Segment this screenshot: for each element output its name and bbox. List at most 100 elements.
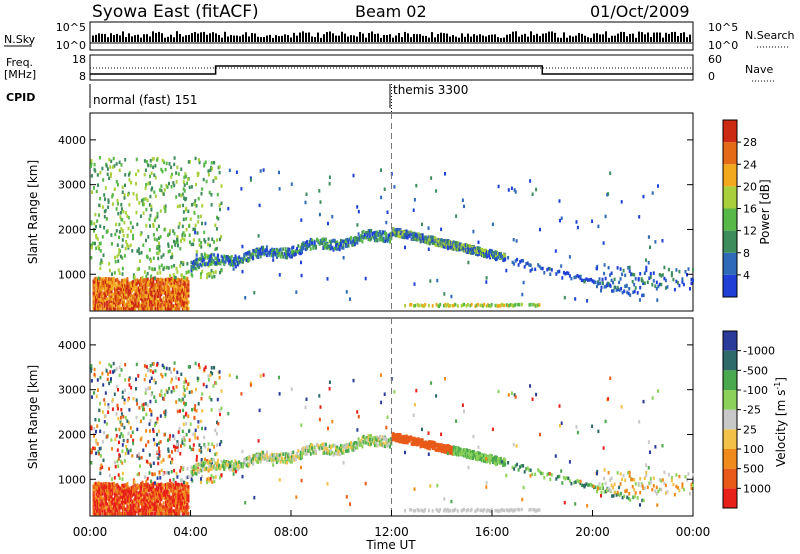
velocity-cell	[98, 483, 101, 488]
velocity-cell	[94, 511, 97, 516]
power-cell	[97, 285, 99, 289]
power-cell	[166, 306, 168, 311]
velocity-cell	[157, 511, 159, 516]
velocity-cell	[376, 438, 379, 443]
velocity-cell	[158, 490, 161, 494]
nsky-bar	[128, 33, 130, 42]
power-cell	[437, 240, 440, 244]
velocity-cell	[337, 452, 340, 456]
nsky-bar	[269, 34, 271, 42]
velocity-cell	[121, 489, 124, 493]
velocity-cell	[157, 493, 159, 498]
power-cell	[150, 171, 153, 175]
power-cell	[431, 241, 434, 246]
velocity-cell	[118, 488, 121, 493]
power-cell	[137, 291, 140, 295]
velocity-cell	[150, 479, 153, 483]
velocity-cell	[185, 494, 188, 499]
velocity-cell	[184, 489, 187, 493]
power-cell	[294, 249, 297, 253]
power-cell	[648, 276, 651, 280]
velocity-cell	[206, 467, 209, 471]
power-cell	[175, 240, 177, 244]
velocity-cell	[181, 504, 184, 508]
velocity-cell	[150, 508, 153, 513]
power-cell	[110, 277, 113, 281]
power-cell	[327, 245, 330, 249]
nsky-bar	[170, 34, 172, 42]
power-cell	[361, 235, 364, 239]
power-cell	[209, 260, 212, 264]
power-cell	[623, 289, 626, 293]
power-cell	[145, 300, 148, 305]
velocity-cell	[129, 491, 132, 496]
power-cell	[180, 284, 183, 289]
velocity-cell	[179, 499, 182, 503]
power-cell	[461, 246, 464, 250]
velocity-cell	[152, 438, 155, 442]
velocity-cell	[167, 499, 170, 504]
velocity-cell	[125, 495, 128, 499]
power-cell	[104, 186, 107, 190]
power-cell	[267, 251, 270, 255]
velocity-cell	[152, 508, 155, 512]
power-cell	[116, 306, 119, 311]
power-cell	[360, 234, 363, 238]
power-cell	[102, 297, 105, 302]
power-cell	[273, 250, 276, 255]
velocity-cell	[115, 483, 118, 487]
power-cell	[368, 233, 371, 237]
velocity-cell	[127, 378, 130, 382]
velocity-cell	[113, 476, 116, 480]
velocity-cell	[328, 449, 331, 453]
power-cell	[104, 208, 107, 213]
power-cell	[184, 281, 187, 285]
power-cell	[206, 262, 209, 266]
velocity-cell	[116, 407, 119, 411]
velocity-cell	[319, 443, 322, 448]
power-cell	[357, 237, 360, 241]
power-cell	[612, 280, 615, 285]
power-cell	[156, 158, 159, 162]
velocity-cell	[164, 495, 167, 499]
power-cell	[421, 236, 424, 241]
velocity-cell	[153, 423, 156, 428]
power-cell	[140, 250, 143, 255]
power-cell	[149, 299, 151, 303]
velocity-cell	[198, 365, 201, 370]
velocity-cell	[136, 498, 139, 503]
velocity-cell	[180, 444, 182, 448]
power-cell	[121, 303, 124, 307]
velocity-cell	[185, 422, 188, 426]
power-cell	[146, 198, 149, 203]
power-cell	[184, 295, 187, 300]
velocity-cell	[128, 383, 131, 387]
velocity-cell	[94, 506, 97, 510]
velocity-cell	[196, 378, 199, 383]
velocity-cell	[114, 511, 116, 516]
velocity-cell	[375, 440, 378, 445]
power-cell	[95, 224, 97, 229]
power-cell	[603, 285, 606, 289]
velocity-cell	[98, 361, 101, 365]
velocity-cell	[158, 452, 160, 456]
power-cell	[121, 293, 124, 298]
velocity-cell	[140, 482, 142, 486]
freq-label-2: [MHz]	[4, 68, 36, 81]
power-cell	[291, 250, 293, 254]
nsky-bar	[593, 33, 595, 42]
power-cell	[647, 235, 650, 239]
velocity-cell	[93, 372, 96, 377]
power-cell	[299, 251, 302, 256]
velocity-cell	[180, 504, 183, 508]
power-cell	[223, 254, 226, 259]
power-cell	[120, 279, 123, 283]
power-cell	[147, 306, 150, 311]
power-cell	[126, 301, 129, 306]
power-cell	[490, 303, 493, 307]
power-cell	[128, 288, 131, 293]
velocity-cell	[176, 502, 179, 507]
nsky-bar	[563, 32, 565, 42]
power-cell	[164, 281, 167, 286]
power-cell	[624, 284, 627, 289]
